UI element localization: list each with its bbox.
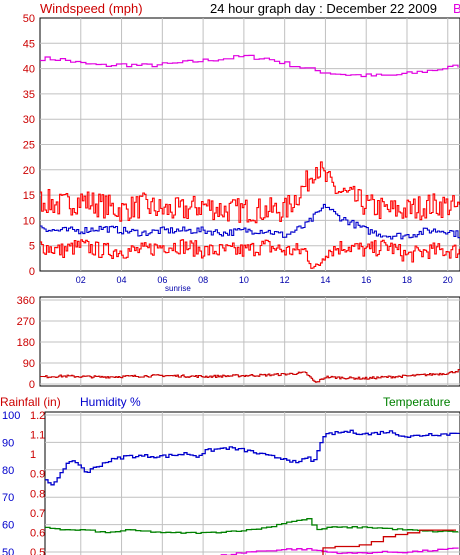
wind-y-tick-label: 15 [23, 190, 35, 202]
wind-y-tick-label: 30 [23, 114, 35, 126]
humidity-rain-temp-panel: Rainfall (in) Humidity % Temperature 50 6… [0, 395, 460, 555]
wind-x-tick-label: 06 [157, 275, 167, 285]
wind-y-tick-label: 10 [23, 215, 35, 227]
rainfall-y-tick-label: 0.6 [30, 527, 45, 539]
wind-direction-line [40, 369, 460, 383]
wind-x-tick-label: 08 [198, 275, 208, 285]
wind-x-tick-label: 16 [361, 275, 371, 285]
rainfall-y-tick-label: 1.1 [30, 430, 45, 442]
rainfall-y-tick-label: 0.8 [30, 488, 45, 500]
wind-y-tick-label: 25 [23, 140, 35, 152]
wind-x-tick-label: 04 [117, 275, 127, 285]
gust-min-line [40, 239, 460, 269]
wind-x-tick-label: 12 [280, 275, 290, 285]
humidity-y-tick-label: 70 [2, 492, 14, 504]
direction-y-tick-label: 180 [17, 337, 35, 349]
wind-x-tick-label: 14 [320, 275, 330, 285]
temperature-axis-title: Temperature [383, 395, 451, 409]
wind-y-tick-label: 0 [29, 266, 35, 278]
direction-y-tick-label: 0 [29, 379, 35, 391]
humidity-line [45, 429, 460, 486]
direction-panel: 0 90 180 270 360 [17, 295, 460, 391]
wind-y-tick-label: 35 [23, 89, 35, 101]
average-wind-line [40, 203, 460, 240]
rainfall-y-tick-label: 1.2 [30, 410, 45, 422]
wind-y-tick-label: 45 [23, 38, 35, 50]
rainfall-y-tick-label: 0.9 [30, 469, 45, 481]
humidity-y-tick-label: 50 [2, 547, 14, 555]
direction-y-tick-label: 360 [17, 295, 35, 307]
rainfall-y-tick-label: 0.5 [30, 547, 45, 555]
wind-y-tick-label: 40 [23, 64, 35, 76]
rainfall-y-tick-label: 0.7 [30, 508, 45, 520]
graph-title: 24 hour graph day : December 22 2009 [210, 1, 437, 16]
direction-y-tick-label: 270 [17, 316, 35, 328]
windspeed-axis-title: Windspeed (mph) [40, 1, 143, 16]
humidity-y-tick-label: 100 [2, 410, 20, 422]
rainfall-line [322, 529, 456, 555]
humidity-y-tick-label: 90 [2, 437, 14, 449]
high-wind-line [40, 54, 459, 78]
humidity-y-tick-label: 80 [2, 465, 14, 477]
clipped-legend-label: B [453, 1, 460, 16]
sunrise-annotation: sunrise [165, 284, 191, 293]
rainfall-axis-title: Rainfall (in) [0, 395, 61, 409]
wind-y-tick-label: 5 [29, 241, 35, 253]
wind-x-tick-label: 20 [443, 275, 453, 285]
humidity-plot-frame [44, 411, 460, 555]
wind-y-tick-label: 20 [23, 165, 35, 177]
wind-y-tick-label: 50 [23, 13, 35, 25]
direction-y-tick-label: 90 [23, 358, 35, 370]
gust-max-line [40, 161, 460, 224]
windspeed-panel: 0 5 10 15 20 25 30 35 40 45 50 02 04 06 08 10 12 14 16 18 2… [23, 13, 460, 293]
temperature-line [45, 518, 459, 535]
rainfall-y-tick-label: 1 [30, 449, 36, 461]
wind-x-tick-label: 10 [239, 275, 249, 285]
humidity-axis-title: Humidity % [80, 395, 141, 409]
wind-x-tick-label: 02 [76, 275, 86, 285]
humidity-y-tick-label: 60 [2, 520, 14, 532]
wind-x-tick-label: 18 [402, 275, 412, 285]
magenta-reading-line [220, 547, 459, 555]
